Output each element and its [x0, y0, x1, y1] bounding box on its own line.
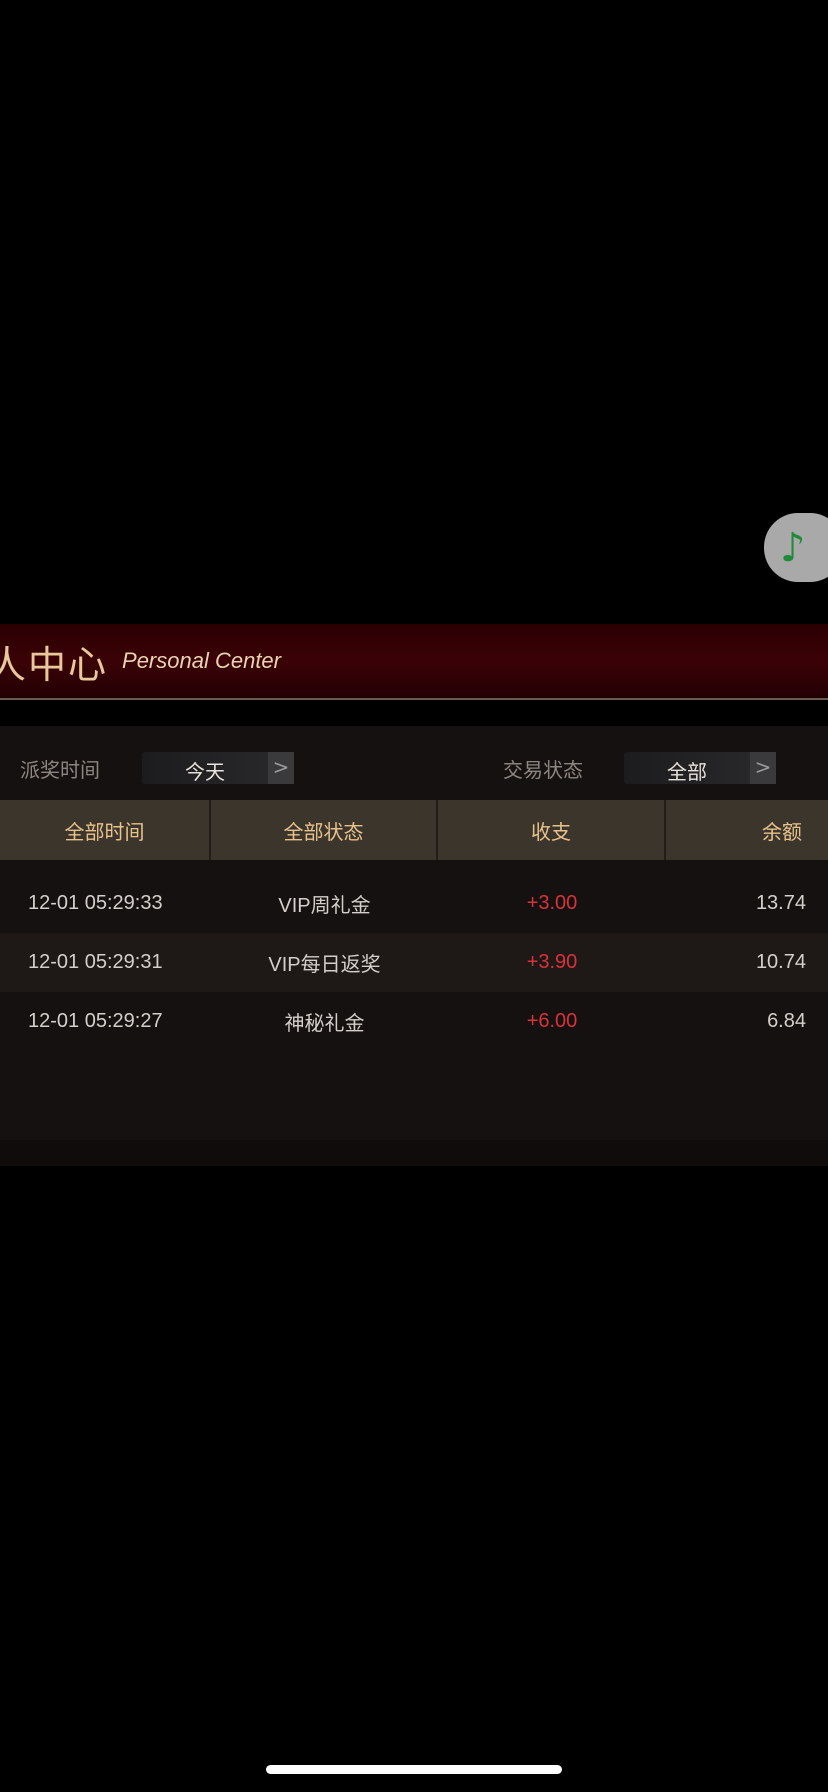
row-amount: +3.00 [526, 892, 578, 914]
row-balance: 6.84 [767, 1010, 806, 1032]
page-title: 人中心 [0, 642, 109, 687]
row-type: VIP每日返奖 [268, 954, 381, 976]
status-filter-label: 交易状态 [503, 758, 583, 782]
filter-bar: 派奖时间 今天 > 交易状态 全部 > [0, 726, 828, 800]
table-header: 全部时间 全部状态 收支 余额 [0, 800, 828, 860]
column-balance: 余额 [762, 819, 802, 844]
home-indicator[interactable] [266, 1765, 562, 1774]
records-panel: 派奖时间 今天 > 交易状态 全部 > 全部时间 全部状态 收支 余额 12-0… [0, 726, 828, 1166]
table-row: 12-01 05:29:33 VIP周礼金 +3.00 13.74 [0, 874, 828, 933]
row-amount: +6.00 [526, 1010, 578, 1032]
column-status[interactable]: 全部状态 [211, 800, 438, 860]
row-amount: +3.90 [526, 951, 578, 973]
row-balance: 10.74 [755, 951, 806, 973]
table-row: 12-01 05:29:31 VIP每日返奖 +3.90 10.74 [0, 933, 828, 992]
music-toggle-button[interactable]: ♪ [764, 513, 828, 582]
panel-footer [0, 1140, 828, 1166]
time-filter-label: 派奖时间 [20, 758, 100, 782]
status-filter-select[interactable]: 全部 > [624, 752, 776, 784]
row-type: VIP周礼金 [278, 895, 371, 917]
row-balance: 13.74 [755, 892, 806, 914]
chevron-right-icon: > [268, 752, 294, 784]
row-time: 12-01 05:29:27 [28, 1010, 163, 1032]
table-row: 12-01 05:29:27 神秘礼金 +6.00 6.84 [0, 992, 828, 1051]
page-header: 人中心 Personal Center [0, 624, 828, 700]
music-note-icon: ♪ [780, 524, 806, 571]
row-time: 12-01 05:29:33 [28, 892, 163, 914]
time-filter-value: 今天 [185, 760, 225, 784]
column-amount: 收支 [438, 800, 666, 860]
page-subtitle: Personal Center [122, 648, 281, 673]
status-filter-value: 全部 [667, 760, 707, 784]
row-type: 神秘礼金 [284, 1013, 365, 1035]
column-time[interactable]: 全部时间 [0, 800, 211, 860]
time-filter-select[interactable]: 今天 > [142, 752, 294, 784]
row-time: 12-01 05:29:31 [28, 951, 163, 973]
chevron-right-icon: > [750, 752, 776, 784]
